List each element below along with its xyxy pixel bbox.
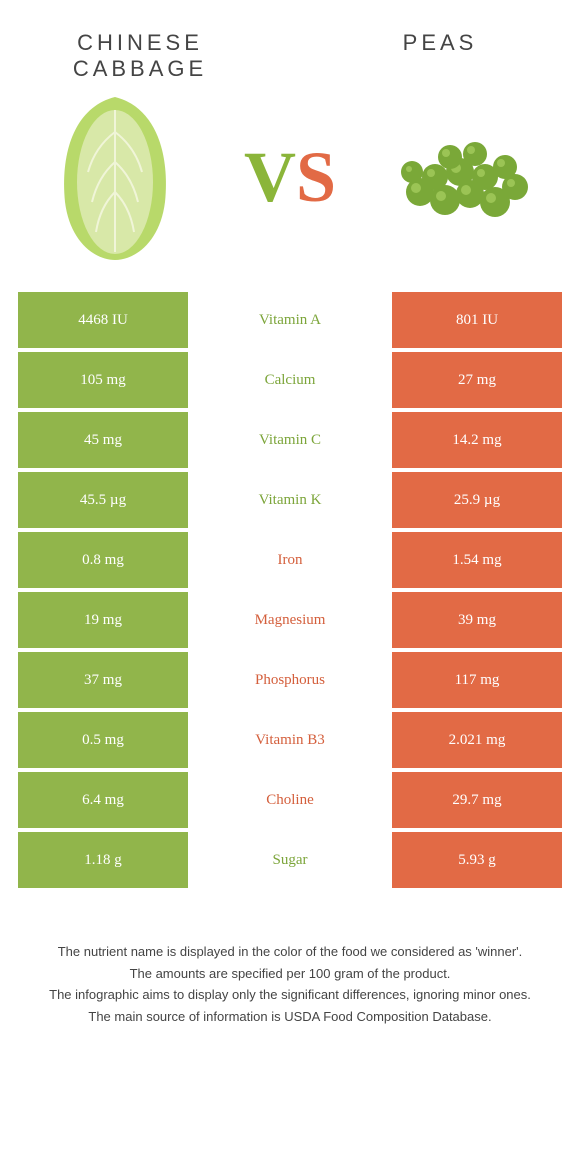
- right-value: 14.2 mg: [392, 412, 562, 468]
- nutrient-label: Iron: [188, 532, 392, 588]
- left-value: 45 mg: [18, 412, 188, 468]
- vs-s: S: [296, 136, 336, 219]
- left-value: 4468 IU: [18, 292, 188, 348]
- footer-notes: The nutrient name is displayed in the co…: [0, 892, 580, 1026]
- footer-line: The nutrient name is displayed in the co…: [30, 942, 550, 962]
- left-value: 6.4 mg: [18, 772, 188, 828]
- header: Chinese Cabbage Peas: [0, 0, 580, 82]
- right-value: 2.021 mg: [392, 712, 562, 768]
- left-value: 0.8 mg: [18, 532, 188, 588]
- vs-label: VS: [244, 136, 336, 219]
- footer-line: The main source of information is USDA F…: [30, 1007, 550, 1027]
- table-row: 4468 IUVitamin A801 IU: [18, 292, 562, 348]
- table-row: 37 mgPhosphorus117 mg: [18, 652, 562, 708]
- footer-line: The amounts are specified per 100 gram o…: [30, 964, 550, 984]
- peas-icon: [390, 92, 540, 262]
- right-value: 1.54 mg: [392, 532, 562, 588]
- nutrient-label: Phosphorus: [188, 652, 392, 708]
- left-value: 45.5 µg: [18, 472, 188, 528]
- table-row: 0.5 mgVitamin B32.021 mg: [18, 712, 562, 768]
- left-value: 37 mg: [18, 652, 188, 708]
- left-value: 1.18 g: [18, 832, 188, 888]
- comparison-table: 4468 IUVitamin A801 IU105 mgCalcium27 mg…: [18, 292, 562, 888]
- table-row: 45 mgVitamin C14.2 mg: [18, 412, 562, 468]
- table-row: 105 mgCalcium27 mg: [18, 352, 562, 408]
- right-value: 27 mg: [392, 352, 562, 408]
- table-row: 1.18 gSugar5.93 g: [18, 832, 562, 888]
- left-food-title: Chinese Cabbage: [40, 30, 240, 82]
- nutrient-label: Vitamin B3: [188, 712, 392, 768]
- nutrient-label: Vitamin K: [188, 472, 392, 528]
- right-value: 117 mg: [392, 652, 562, 708]
- nutrient-label: Vitamin C: [188, 412, 392, 468]
- table-row: 6.4 mgCholine29.7 mg: [18, 772, 562, 828]
- nutrient-label: Vitamin A: [188, 292, 392, 348]
- nutrient-label: Magnesium: [188, 592, 392, 648]
- right-value: 25.9 µg: [392, 472, 562, 528]
- right-value: 39 mg: [392, 592, 562, 648]
- nutrient-label: Choline: [188, 772, 392, 828]
- cabbage-icon: [40, 92, 190, 262]
- right-value: 29.7 mg: [392, 772, 562, 828]
- left-value: 105 mg: [18, 352, 188, 408]
- right-value: 5.93 g: [392, 832, 562, 888]
- nutrient-label: Calcium: [188, 352, 392, 408]
- left-value: 0.5 mg: [18, 712, 188, 768]
- nutrient-label: Sugar: [188, 832, 392, 888]
- right-food-title: Peas: [340, 30, 540, 56]
- table-row: 45.5 µgVitamin K25.9 µg: [18, 472, 562, 528]
- images-row: VS: [0, 82, 580, 292]
- table-row: 19 mgMagnesium39 mg: [18, 592, 562, 648]
- footer-line: The infographic aims to display only the…: [30, 985, 550, 1005]
- right-value: 801 IU: [392, 292, 562, 348]
- table-row: 0.8 mgIron1.54 mg: [18, 532, 562, 588]
- left-value: 19 mg: [18, 592, 188, 648]
- vs-v: V: [244, 136, 296, 219]
